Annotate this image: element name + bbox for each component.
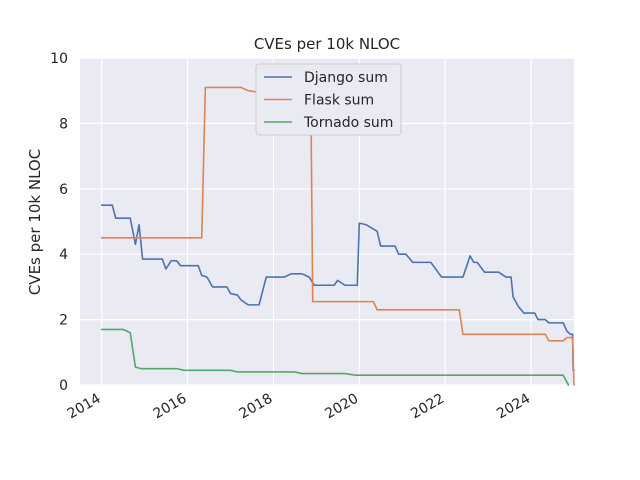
legend-label: Tornado sum: [303, 115, 393, 131]
legend-box: [255, 63, 402, 136]
y-axis-label: CVEs per 10k NLOC: [26, 149, 44, 295]
y-tick-label: 2: [59, 313, 68, 329]
x-tick-label: 2016: [151, 391, 190, 423]
x-tick-label: 2024: [494, 391, 533, 423]
chart-title: CVEs per 10k NLOC: [254, 35, 400, 53]
x-tick-label: 2014: [65, 391, 104, 423]
series-line-tornado-sum: [100, 328, 570, 386]
y-tick-label: 0: [59, 378, 68, 394]
y-axis: 0 2 4 6 8 10: [50, 51, 68, 394]
legend-label: Django sum: [304, 70, 388, 86]
y-tick-label: 6: [59, 182, 68, 198]
series-line-django-sum: [100, 204, 575, 372]
series-layer: [100, 86, 575, 386]
y-tick-label: 8: [59, 116, 68, 132]
series-line-flask-sum: [100, 86, 575, 386]
legend: Django sum Flask sum Tornado sum: [255, 63, 402, 136]
x-axis: 2014 2016 2018 2020 2022 2024: [65, 391, 533, 423]
y-tick-label: 4: [59, 247, 68, 263]
x-tick-label: 2020: [322, 391, 361, 423]
y-tick-label: 10: [50, 51, 68, 67]
legend-label: Flask sum: [304, 93, 374, 109]
x-tick-label: 2022: [408, 391, 447, 423]
x-tick-label: 2018: [237, 391, 276, 423]
